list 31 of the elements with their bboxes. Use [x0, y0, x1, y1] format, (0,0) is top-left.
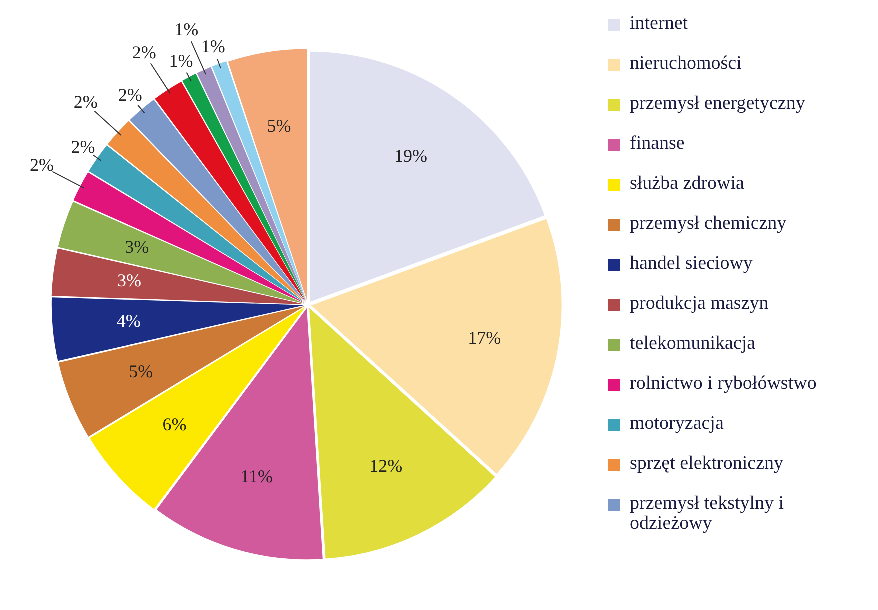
data-label: 3%: [117, 270, 142, 291]
legend-label: służba zdrowia: [630, 173, 744, 194]
data-label: 2%: [132, 42, 156, 62]
legend-label: rolnictwo i rybołówstwo: [630, 373, 817, 394]
legend-label: motoryzacja: [630, 413, 724, 434]
data-label: 2%: [30, 154, 54, 175]
data-label: 3%: [125, 237, 150, 258]
legend-label: przemysł tekstylny i odzieżowy: [630, 493, 786, 534]
legend-label: sprzęt elektroniczny: [630, 453, 784, 474]
data-label: 1%: [201, 36, 226, 57]
legend-label: internet: [630, 13, 688, 34]
legend-label: handel sieciowy: [630, 253, 753, 274]
data-label: 5%: [129, 361, 154, 382]
data-label: 19%: [394, 146, 428, 166]
data-label: 1%: [174, 19, 199, 40]
data-label: 6%: [162, 414, 187, 435]
legend-label: telekomunikacja: [630, 333, 756, 354]
data-label: 1%: [169, 50, 194, 71]
legend-label: przemysł chemiczny: [630, 213, 787, 234]
legend-label: produkcja maszyn: [630, 293, 769, 314]
data-label: 2%: [118, 85, 142, 106]
legend-label: nieruchomości: [630, 53, 742, 74]
legend-label: przemysł energetyczny: [630, 93, 806, 114]
data-label: 17%: [468, 328, 502, 348]
data-label: 5%: [267, 116, 292, 136]
data-label: 2%: [74, 92, 98, 112]
data-label: 11%: [240, 466, 273, 486]
data-label: 2%: [71, 136, 96, 157]
legend-label: finanse: [630, 133, 685, 154]
data-label: 12%: [370, 456, 403, 476]
data-label: 4%: [116, 311, 141, 332]
